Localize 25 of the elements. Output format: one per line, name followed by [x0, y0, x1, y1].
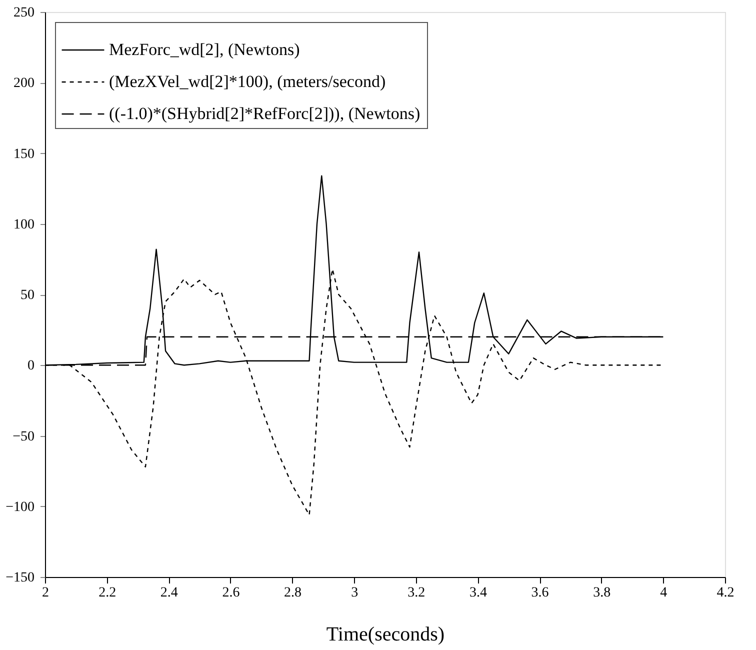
x-tick-label: 2.2 [98, 586, 116, 600]
y-tick-label: −150 [6, 570, 34, 586]
x-tick-label: 3.2 [408, 586, 426, 600]
y-tick-label: 150 [14, 146, 34, 162]
x-tick-label: 4 [660, 586, 668, 600]
x-tick-label: 2.4 [160, 586, 178, 600]
y-tick-label: 200 [14, 76, 34, 92]
x-axis-title: Time(seconds) [326, 624, 445, 646]
y-tick-label: −100 [6, 500, 34, 515]
y-tick-label: 250 [14, 6, 34, 20]
x-tick-label: 2.8 [284, 586, 302, 600]
x-tick-label: 2 [42, 586, 49, 600]
x-tick-label: 3 [351, 586, 358, 600]
x-tick-label: 3.8 [593, 586, 611, 600]
x-tick-label: 4.2 [716, 586, 734, 600]
y-tick-label: 100 [14, 217, 34, 232]
y-tick-label: 0 [28, 358, 34, 374]
y-tick-label: 50 [20, 288, 34, 303]
legend-label: MezForc_wd[2], (Newtons) [109, 40, 300, 59]
x-tick-label: 3.4 [469, 586, 487, 600]
x-tick-label: 2.6 [222, 586, 240, 600]
x-tick-label: 3.6 [531, 586, 549, 600]
legend-label: (MezXVel_wd[2]*100), (meters/second) [109, 72, 386, 91]
y-tick-label: −50 [12, 429, 34, 444]
legend-label: ((-1.0)*(SHybrid[2]*RefForc[2])), (Newtons) [109, 104, 420, 123]
